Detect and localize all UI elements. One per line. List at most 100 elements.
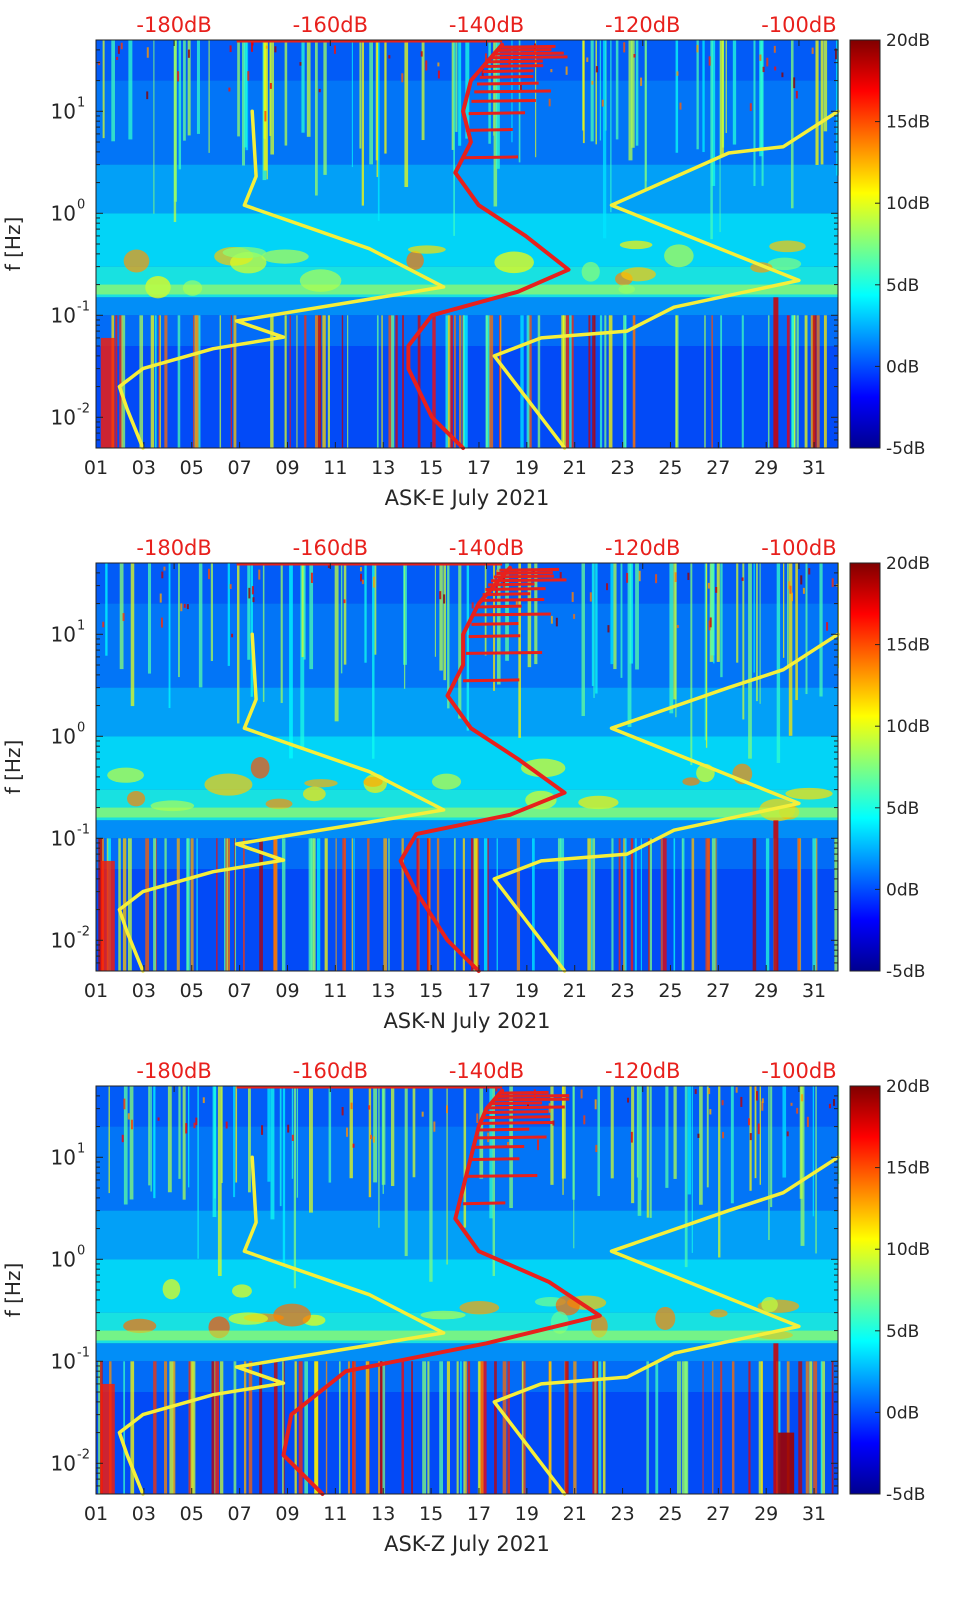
x-axis-label: ASK-E July 2021 <box>385 486 550 510</box>
y-tick-exponent: -1 <box>77 822 90 837</box>
colorbar-tick-label: 20dB <box>886 554 930 574</box>
y-tick-label: 10 <box>51 928 76 952</box>
red-profile-curve <box>406 42 571 450</box>
x-tick-label: 13 <box>371 980 395 1002</box>
red-profile-curve <box>281 1088 602 1496</box>
y-tick-exponent: -1 <box>77 1345 90 1360</box>
x-tick-label: 03 <box>132 1503 156 1525</box>
x-tick-label: 09 <box>275 1503 299 1525</box>
top-db-tick-label: -140dB <box>449 13 524 37</box>
x-tick-label: 01 <box>84 457 108 479</box>
y-tick-exponent: 1 <box>77 1141 85 1156</box>
red-profile-curve <box>398 565 567 973</box>
x-tick-label: 07 <box>228 457 252 479</box>
x-tick-label: 29 <box>754 457 778 479</box>
y-tick-label: 10 <box>51 303 76 327</box>
y-tick-label: 10 <box>51 1145 76 1169</box>
x-tick-label: 21 <box>563 457 587 479</box>
colorbar-tick-label: 0dB <box>886 880 919 900</box>
colorbar-tick-label: 0dB <box>886 357 919 377</box>
x-tick-label: 27 <box>706 457 730 479</box>
colorbar-tick-label: 0dB <box>886 1403 919 1423</box>
y-tick-exponent: 1 <box>77 95 85 110</box>
x-tick-label: 07 <box>228 980 252 1002</box>
top-db-tick-label: -100dB <box>761 1059 836 1083</box>
x-tick-label: 07 <box>228 1503 252 1525</box>
top-db-tick-label: -140dB <box>449 1059 524 1083</box>
x-tick-label: 05 <box>180 1503 204 1525</box>
top-db-tick-label: -100dB <box>761 536 836 560</box>
x-tick-label: 11 <box>323 457 347 479</box>
top-db-tick-label: -160dB <box>293 536 368 560</box>
top-db-tick-label: -120dB <box>605 13 680 37</box>
y-tick-label: 10 <box>51 724 76 748</box>
x-tick-label: 25 <box>658 980 682 1002</box>
top-db-tick-label: -180dB <box>136 536 211 560</box>
colorbar-tick-label: 15dB <box>886 113 930 133</box>
spectrogram-image <box>96 40 839 448</box>
y-axis-label: f [Hz] <box>1 740 25 795</box>
x-tick-label: 31 <box>802 980 826 1002</box>
x-tick-label: 17 <box>467 1503 491 1525</box>
yellow-profile-curve <box>492 109 840 450</box>
x-tick-label: 23 <box>610 1503 634 1525</box>
y-tick-label: 10 <box>51 1247 76 1271</box>
x-tick-label: 09 <box>275 457 299 479</box>
top-db-tick-label: -160dB <box>293 13 368 37</box>
colorbar <box>849 562 881 972</box>
colorbar-tick-label: 20dB <box>886 31 930 51</box>
x-tick-label: 03 <box>132 457 156 479</box>
x-tick-label: 01 <box>84 980 108 1002</box>
top-db-tick-label: -180dB <box>136 1059 211 1083</box>
x-tick-label: 25 <box>658 1503 682 1525</box>
top-db-tick-label: -120dB <box>605 536 680 560</box>
x-tick-label: 25 <box>658 457 682 479</box>
red-profile-wiggles <box>236 39 568 160</box>
colorbar-tick-label: 20dB <box>886 1077 930 1097</box>
colorbar-tick-label: 10dB <box>886 1240 930 1260</box>
y-tick-exponent: -2 <box>77 401 90 416</box>
x-tick-label: 05 <box>180 457 204 479</box>
y-tick-exponent: 1 <box>77 618 85 633</box>
x-tick-label: 03 <box>132 980 156 1002</box>
x-tick-label: 21 <box>563 980 587 1002</box>
y-tick-label: 10 <box>51 1451 76 1475</box>
red-profile-wiggles <box>236 1085 570 1206</box>
colorbar <box>849 39 881 449</box>
x-tick-label: 29 <box>754 1503 778 1525</box>
top-db-tick-label: -180dB <box>136 13 211 37</box>
x-tick-label: 21 <box>563 1503 587 1525</box>
x-tick-label: 15 <box>419 980 443 1002</box>
y-tick-exponent: -2 <box>77 924 90 939</box>
spectrogram-image <box>96 1086 840 1494</box>
x-tick-label: 29 <box>754 980 778 1002</box>
colorbar <box>849 1085 881 1495</box>
x-tick-label: 19 <box>515 457 539 479</box>
x-tick-label: 31 <box>802 1503 826 1525</box>
x-tick-label: 11 <box>323 1503 347 1525</box>
x-tick-label: 19 <box>515 1503 539 1525</box>
top-db-tick-label: -120dB <box>605 1059 680 1083</box>
x-tick-label: 17 <box>467 980 491 1002</box>
x-tick-label: 27 <box>706 980 730 1002</box>
y-tick-label: 10 <box>51 1349 76 1373</box>
colorbar-tick-label: 10dB <box>886 194 930 214</box>
y-tick-label: 10 <box>51 99 76 123</box>
x-tick-label: 17 <box>467 457 491 479</box>
y-tick-exponent: 0 <box>77 1243 85 1258</box>
colorbar-tick-label: 15dB <box>886 1159 930 1179</box>
top-db-tick-label: -100dB <box>761 13 836 37</box>
top-db-tick-label: -160dB <box>293 1059 368 1083</box>
y-tick-exponent: -1 <box>77 299 90 314</box>
y-tick-label: 10 <box>51 405 76 429</box>
x-tick-label: 15 <box>419 457 443 479</box>
x-tick-label: 11 <box>323 980 347 1002</box>
yellow-profile-curve <box>117 1155 446 1496</box>
y-tick-exponent: 0 <box>77 720 85 735</box>
y-tick-label: 10 <box>51 201 76 225</box>
colorbar-tick-label: -5dB <box>886 1485 925 1505</box>
colorbar-tick-label: 15dB <box>886 636 930 656</box>
